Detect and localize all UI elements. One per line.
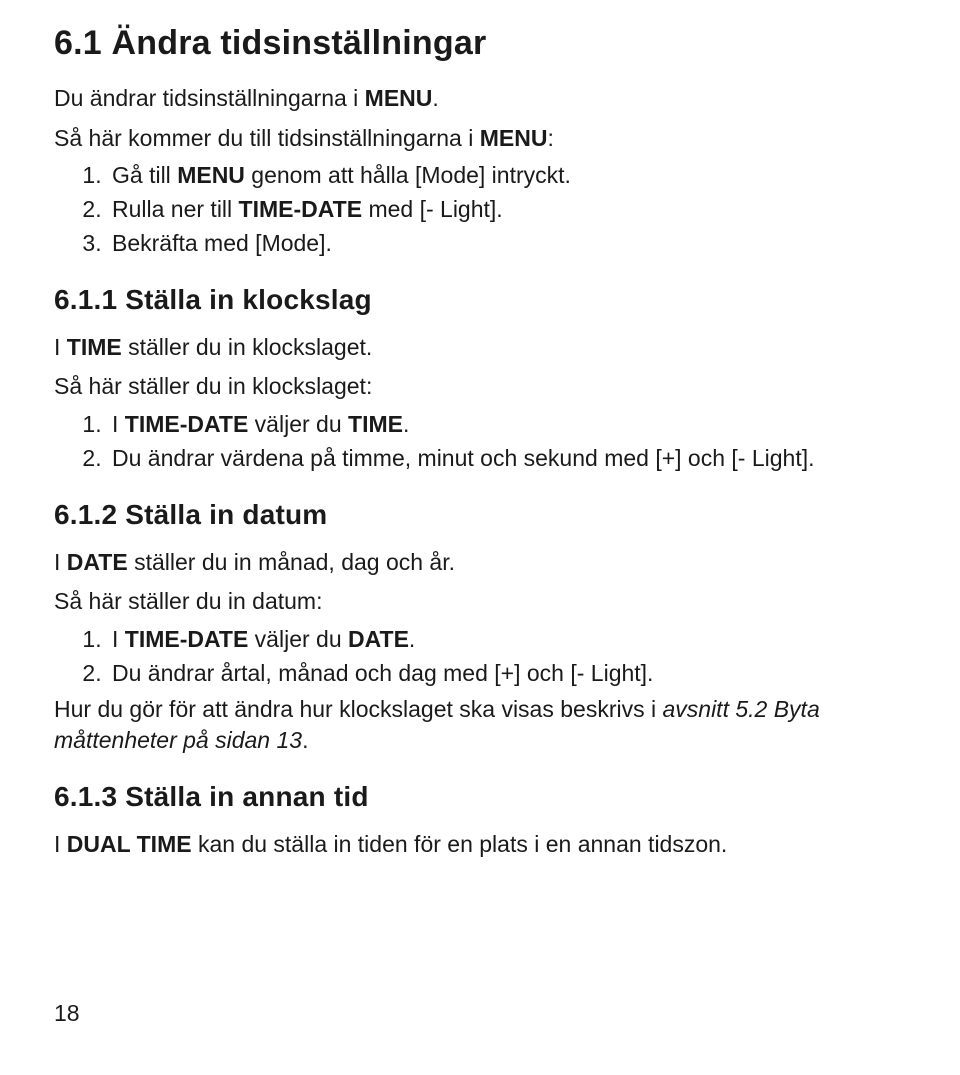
heading-6-1: 6.1 Ändra tidsinställningar [54, 24, 906, 63]
step-item: Bekräfta med [Mode]. [108, 228, 906, 260]
para-6-1-1-intro: I TIME ställer du in klockslaget. [54, 332, 906, 364]
text: Du ändrar värdena på timme, minut och se… [112, 445, 815, 471]
text: I [54, 334, 67, 360]
text-bold-timedate: TIME-DATE [125, 411, 249, 437]
steps-6-1-1: I TIME-DATE väljer du TIME. Du ändrar vä… [54, 409, 906, 474]
text-bold-time: TIME [67, 334, 122, 360]
text: I [54, 549, 67, 575]
text: ställer du in månad, dag och år. [128, 549, 455, 575]
text: . [409, 626, 415, 652]
step-item: Gå till MENU genom att hålla [Mode] intr… [108, 160, 906, 192]
para-6-1-2-note: Hur du gör för att ändra hur klockslaget… [54, 694, 906, 757]
para-6-1-1-lead: Så här ställer du in klockslaget: [54, 371, 906, 403]
para-6-1-3-intro: I DUAL TIME kan du ställa in tiden för e… [54, 829, 906, 861]
text: väljer du [248, 626, 348, 652]
text: I [112, 626, 125, 652]
text: genom att hålla [Mode] intryckt. [245, 162, 571, 188]
text: Du ändrar årtal, månad och dag med [+] o… [112, 660, 653, 686]
text: . [302, 727, 308, 753]
text: Hur du gör för att ändra hur klockslaget… [54, 696, 662, 722]
heading-6-1-2: 6.1.2 Ställa in datum [54, 499, 906, 531]
text: kan du ställa in tiden för en plats i en… [192, 831, 728, 857]
text: : [547, 125, 553, 151]
text-bold-timedate: TIME-DATE [239, 196, 363, 222]
text-bold-dualtime: DUAL TIME [67, 831, 192, 857]
text: I [54, 831, 67, 857]
text: Bekräfta med [Mode]. [112, 230, 332, 256]
step-item: Du ändrar årtal, månad och dag med [+] o… [108, 658, 906, 690]
text: Så här kommer du till tidsinställningarn… [54, 125, 480, 151]
text: ställer du in klockslaget. [122, 334, 373, 360]
steps-6-1: Gå till MENU genom att hålla [Mode] intr… [54, 160, 906, 259]
text: väljer du [248, 411, 348, 437]
text-bold-menu: MENU [480, 125, 548, 151]
text-bold-time: TIME [348, 411, 403, 437]
text-bold-timedate: TIME-DATE [125, 626, 249, 652]
heading-6-1-1: 6.1.1 Ställa in klockslag [54, 284, 906, 316]
text: I [112, 411, 125, 437]
step-item: Du ändrar värdena på timme, minut och se… [108, 443, 906, 475]
text-bold-menu: MENU [365, 85, 433, 111]
text: Du ändrar tidsinställningarna i [54, 85, 365, 111]
text-bold-date: DATE [348, 626, 409, 652]
steps-6-1-2: I TIME-DATE väljer du DATE. Du ändrar år… [54, 624, 906, 689]
page: 6.1 Ändra tidsinställningar Du ändrar ti… [0, 0, 960, 1075]
text-bold-date: DATE [67, 549, 128, 575]
para-6-1-2-lead: Så här ställer du in datum: [54, 586, 906, 618]
text: Gå till [112, 162, 177, 188]
text: med [- Light]. [362, 196, 503, 222]
para-6-1-intro: Du ändrar tidsinställningarna i MENU. [54, 83, 906, 115]
text: Rulla ner till [112, 196, 239, 222]
page-number: 18 [54, 1000, 80, 1027]
para-6-1-2-intro: I DATE ställer du in månad, dag och år. [54, 547, 906, 579]
step-item: I TIME-DATE väljer du DATE. [108, 624, 906, 656]
step-item: I TIME-DATE väljer du TIME. [108, 409, 906, 441]
step-item: Rulla ner till TIME-DATE med [- Light]. [108, 194, 906, 226]
heading-6-1-3: 6.1.3 Ställa in annan tid [54, 781, 906, 813]
text: . [432, 85, 438, 111]
para-6-1-lead: Så här kommer du till tidsinställningarn… [54, 123, 906, 155]
text: . [403, 411, 409, 437]
text-bold-menu: MENU [177, 162, 245, 188]
